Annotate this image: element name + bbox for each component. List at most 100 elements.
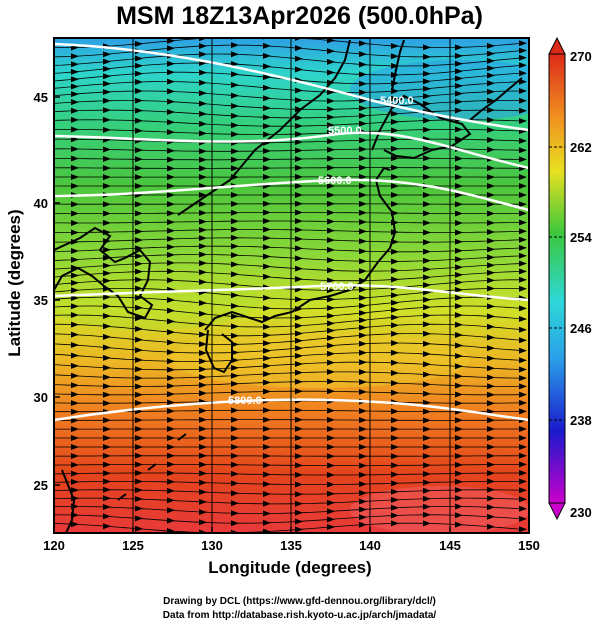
- streamline-arrow: [103, 323, 111, 330]
- streamline-arrow: [391, 62, 399, 69]
- streamline-arrow: [391, 349, 399, 356]
- streamline-arrow: [455, 220, 463, 226]
- streamline-arrow: [231, 520, 239, 527]
- streamline-arrow: [359, 359, 367, 366]
- streamline-arrow: [455, 136, 463, 143]
- streamline-arrow: [263, 362, 271, 369]
- streamline-arrow: [199, 310, 207, 317]
- streamline-arrow: [167, 391, 175, 398]
- streamline-arrow: [359, 200, 367, 207]
- streamline-arrow: [295, 481, 303, 488]
- streamline-arrow: [519, 444, 527, 450]
- streamline-arrow: [455, 60, 463, 67]
- streamline-arrow: [71, 444, 79, 450]
- streamline-arrow: [487, 136, 495, 143]
- streamline-arrow: [327, 106, 335, 113]
- streamline-arrow: [231, 71, 239, 78]
- streamline-arrow: [519, 478, 527, 485]
- streamline-arrow: [359, 155, 367, 162]
- streamline-arrow: [519, 391, 527, 398]
- streamline-arrow: [359, 349, 367, 356]
- streamline-arrow: [199, 218, 207, 225]
- streamline-arrow: [487, 313, 495, 320]
- streamline-arrow: [487, 117, 495, 123]
- streamline-arrow: [167, 156, 175, 163]
- streamline-arrow: [327, 508, 335, 515]
- streamline-arrow: [135, 470, 143, 476]
- streamline-arrow: [103, 58, 111, 65]
- streamline-arrow: [199, 341, 207, 348]
- streamline-arrow: [519, 201, 527, 208]
- streamline-arrow: [199, 120, 207, 127]
- streamline-arrow: [359, 112, 367, 119]
- streamline-arrow: [455, 363, 463, 370]
- streamline-arrow: [103, 303, 111, 310]
- streamline-arrow: [71, 372, 79, 379]
- colorbar-top-arrow: [548, 36, 566, 55]
- streamline-arrow: [327, 524, 335, 530]
- streamline-arrow: [519, 470, 527, 476]
- streamline-arrow: [391, 408, 399, 415]
- streamline-arrow: [423, 304, 431, 311]
- streamline-arrow: [455, 201, 463, 208]
- streamline-arrow: [103, 146, 111, 153]
- streamline-arrow: [263, 462, 271, 469]
- streamline-arrow: [263, 235, 271, 242]
- streamline-arrow: [199, 69, 207, 76]
- streamline-arrow: [167, 297, 175, 303]
- streamline-arrow: [167, 109, 175, 115]
- streamline-arrow: [519, 70, 527, 77]
- streamline-arrow: [327, 122, 335, 129]
- streamline-arrow: [391, 314, 399, 321]
- streamline-arrow: [423, 417, 431, 424]
- streamline-arrow: [231, 444, 239, 450]
- streamline-arrow: [103, 478, 111, 485]
- streamline-arrow: [167, 174, 175, 181]
- streamline-arrow: [359, 89, 367, 96]
- streamline-arrow: [71, 342, 79, 348]
- streamline-arrow: [167, 192, 175, 198]
- streamline-arrow: [487, 365, 495, 372]
- streamline-arrow: [519, 399, 527, 406]
- streamline-arrow: [135, 147, 143, 154]
- streamline-arrow: [487, 277, 495, 284]
- streamline-arrow: [391, 389, 399, 396]
- streamline-arrow: [71, 382, 79, 389]
- streamline-arrow: [391, 299, 399, 306]
- streamline-arrow: [199, 235, 207, 242]
- streamline-arrow: [263, 165, 271, 172]
- colorbar-label: 262: [570, 140, 592, 155]
- streamline-arrow: [135, 444, 143, 450]
- streamline-arrow: [71, 229, 79, 236]
- streamline-arrow: [487, 237, 495, 244]
- streamline-arrow: [199, 425, 207, 432]
- streamline-arrow: [135, 315, 143, 322]
- streamline-arrow: [487, 495, 495, 502]
- streamline-arrow: [487, 192, 495, 198]
- streamline-arrow: [103, 444, 111, 450]
- streamline-arrow: [135, 228, 143, 235]
- streamline-arrow: [359, 192, 367, 198]
- streamline-arrow: [71, 391, 79, 398]
- streamline-arrow: [103, 383, 111, 390]
- streamline-arrow: [423, 426, 431, 433]
- streamline-arrow: [103, 183, 111, 189]
- streamline-arrow: [327, 388, 335, 395]
- streamline-arrow: [519, 505, 527, 512]
- streamline-arrow: [103, 354, 111, 361]
- streamline-arrow: [519, 461, 527, 468]
- streamline-arrow: [519, 192, 527, 198]
- streamline-arrow: [231, 323, 239, 330]
- streamline-arrow: [455, 470, 463, 477]
- streamline-arrow: [423, 201, 431, 208]
- streamline-arrow: [519, 515, 527, 522]
- streamline-arrow: [199, 489, 207, 495]
- streamline-arrow: [135, 97, 143, 104]
- streamline-arrow: [455, 353, 463, 359]
- streamline-arrow: [295, 139, 303, 146]
- streamline-arrow: [199, 366, 207, 373]
- streamline-arrow: [391, 276, 399, 283]
- streamline-arrow: [455, 68, 463, 75]
- streamline-arrow: [455, 461, 463, 468]
- y-tick-label: 40: [34, 196, 48, 211]
